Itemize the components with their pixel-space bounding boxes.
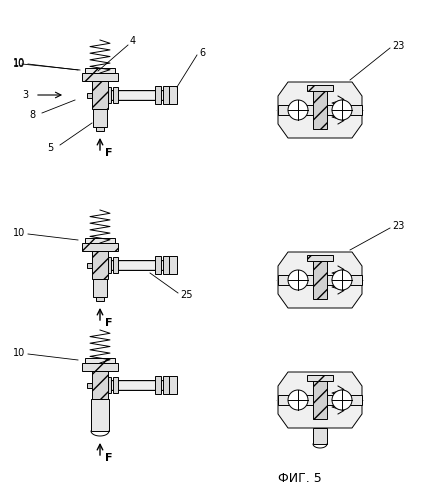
Bar [313, 91, 327, 129]
Bar [106, 377, 111, 393]
Circle shape [332, 100, 352, 120]
Text: 10: 10 [13, 58, 25, 68]
Bar [169, 256, 177, 274]
Bar [155, 376, 161, 394]
Bar [106, 257, 111, 273]
Bar [163, 256, 169, 274]
Bar [106, 87, 111, 103]
Bar [155, 256, 161, 274]
Text: 5: 5 [47, 143, 53, 153]
Bar [169, 376, 177, 394]
Bar [163, 86, 169, 104]
Bar [278, 275, 362, 285]
Bar [87, 93, 92, 98]
Bar [96, 127, 104, 131]
Bar [93, 279, 107, 297]
Text: 10: 10 [13, 59, 25, 69]
Bar [307, 255, 333, 261]
Bar [313, 381, 327, 419]
Bar [278, 105, 362, 115]
Text: 10: 10 [13, 348, 25, 358]
Bar [87, 383, 92, 388]
Bar [92, 371, 108, 399]
Circle shape [288, 270, 308, 290]
Polygon shape [278, 82, 362, 138]
Bar [104, 90, 169, 100]
Text: 3: 3 [22, 90, 28, 100]
Text: F: F [105, 318, 113, 328]
Bar [85, 238, 115, 243]
Text: F: F [105, 148, 113, 158]
Bar [155, 86, 161, 104]
Circle shape [288, 390, 308, 410]
Text: 6: 6 [199, 48, 205, 58]
Bar [113, 257, 118, 273]
Bar [313, 261, 327, 299]
Bar [96, 297, 104, 301]
Bar [163, 376, 169, 394]
Circle shape [332, 390, 352, 410]
Bar [91, 399, 109, 431]
Text: 23: 23 [392, 41, 404, 51]
Bar [93, 109, 107, 127]
Bar [278, 395, 362, 405]
Bar [85, 358, 115, 363]
Bar [313, 428, 327, 444]
Text: ФИГ. 5: ФИГ. 5 [278, 472, 322, 485]
Text: 8: 8 [29, 110, 35, 120]
Bar [113, 377, 118, 393]
Bar [307, 375, 333, 381]
Bar [104, 380, 169, 390]
Bar [85, 68, 115, 73]
Circle shape [288, 100, 308, 120]
Polygon shape [278, 252, 362, 308]
Bar [82, 363, 118, 371]
Text: 4: 4 [130, 36, 136, 46]
Bar [92, 251, 108, 279]
Bar [92, 81, 108, 109]
Circle shape [332, 270, 352, 290]
Bar [82, 243, 118, 251]
Bar [169, 86, 177, 104]
Text: F: F [105, 453, 113, 463]
Text: 23: 23 [392, 221, 404, 231]
Text: 25: 25 [180, 290, 193, 300]
Bar [87, 263, 92, 268]
Bar [113, 87, 118, 103]
Bar [307, 85, 333, 91]
Bar [104, 260, 169, 270]
Bar [82, 73, 118, 81]
Text: 10: 10 [13, 228, 25, 238]
Polygon shape [278, 372, 362, 428]
